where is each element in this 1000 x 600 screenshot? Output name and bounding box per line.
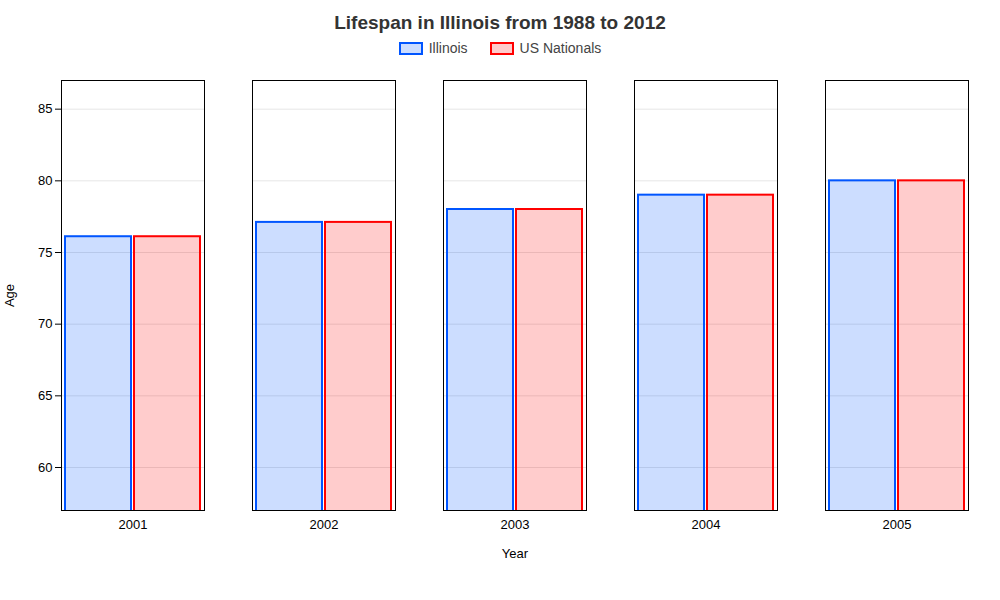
- svg-text:2001: 2001: [119, 517, 148, 532]
- svg-text:2003: 2003: [501, 517, 530, 532]
- svg-text:2004: 2004: [692, 517, 721, 532]
- html-text:Lifespan in Illinois from 1988: Lifespan in Illinois from 1988 to 2012: [334, 12, 666, 33]
- svg-text:65: 65: [38, 388, 52, 403]
- html-text:US Nationals: US Nationals: [519, 40, 602, 56]
- svg-text:70: 70: [38, 316, 52, 331]
- html-text:Illinois: Illinois: [428, 40, 468, 56]
- svg-text:Age: Age: [2, 284, 17, 307]
- svg-text:2002: 2002: [310, 517, 339, 532]
- svg-text:75: 75: [38, 245, 52, 260]
- svg-text:85: 85: [38, 101, 52, 116]
- svg-text:80: 80: [38, 173, 52, 188]
- svg-text:60: 60: [38, 460, 52, 475]
- svg-text:Year: Year: [502, 546, 529, 561]
- svg-text:2005: 2005: [883, 517, 912, 532]
